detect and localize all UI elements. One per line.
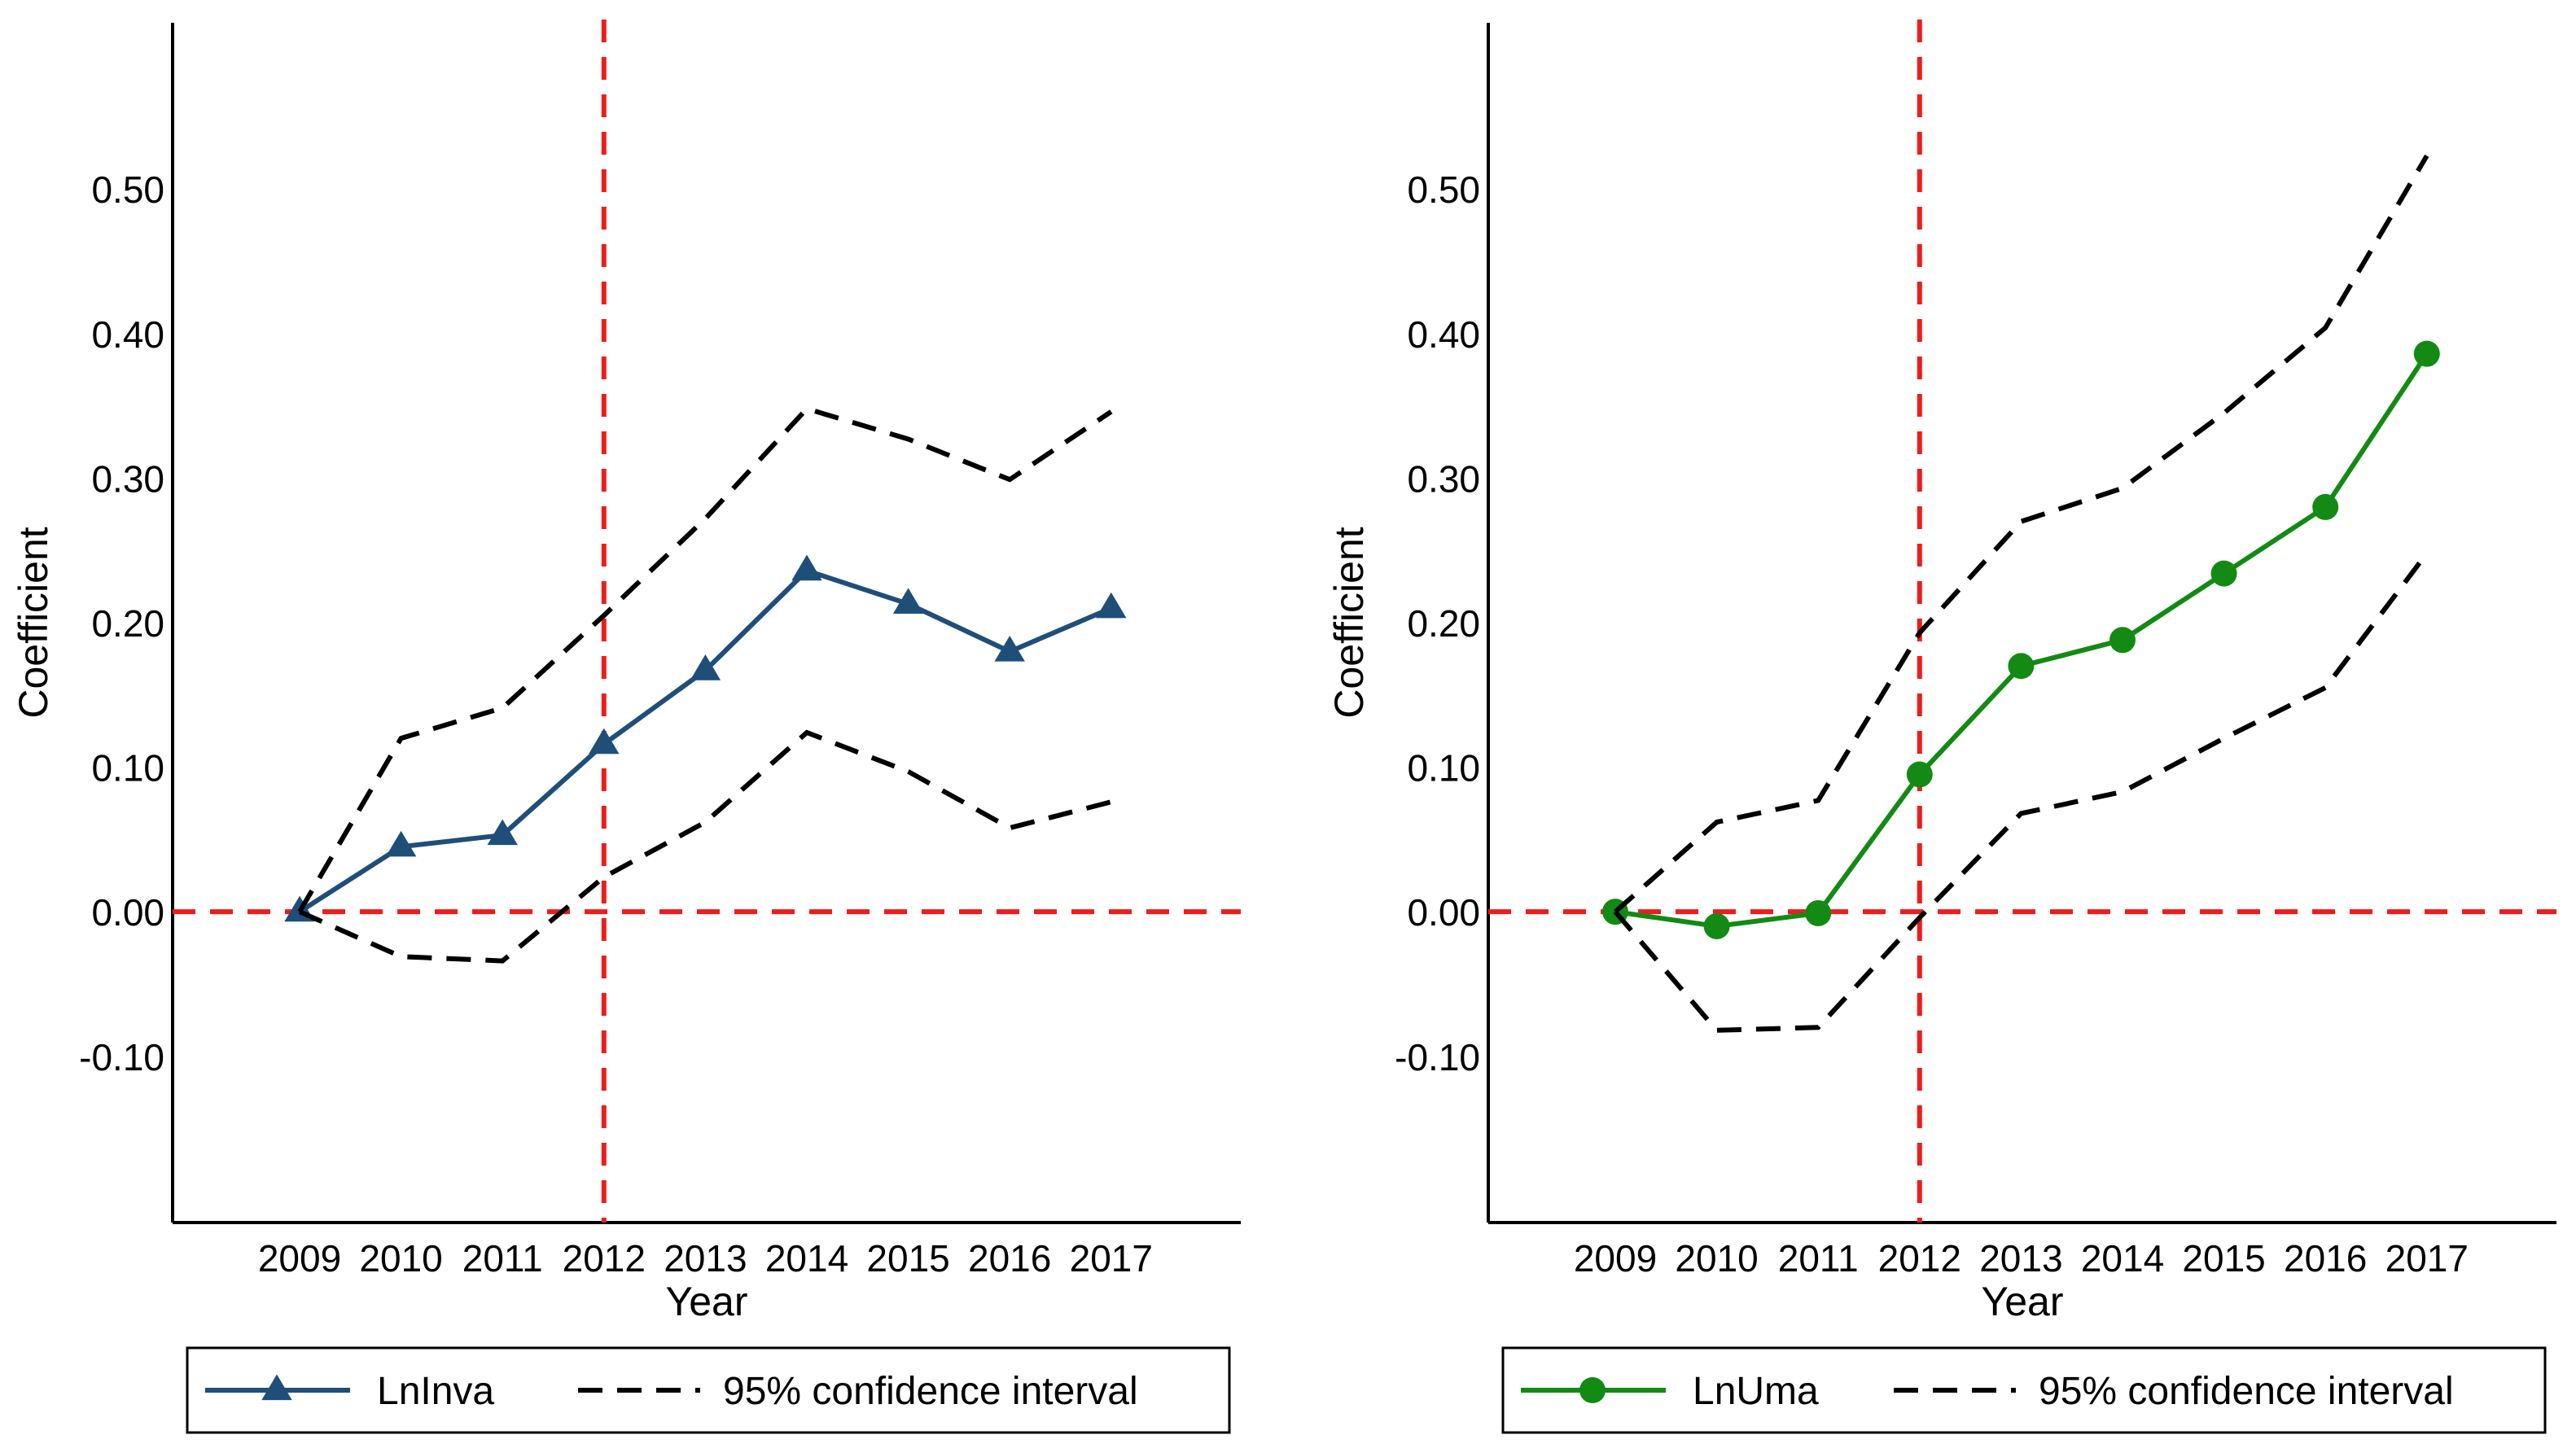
data-point-lninva — [690, 654, 721, 680]
x-tick-label: 2010 — [359, 1237, 442, 1280]
data-point-lnuma — [1703, 912, 1730, 939]
x-tick-label: 2013 — [664, 1237, 747, 1280]
legend-label-estimate: LnInva — [377, 1370, 494, 1413]
legend-label-ci: 95% confidence interval — [2039, 1370, 2454, 1413]
legend: LnUma 95% confidence interval — [1501, 1346, 2547, 1434]
y-tick-label: 0.10 — [1407, 747, 1480, 790]
x-tick-label: 2014 — [2081, 1237, 2164, 1280]
data-point-lnuma — [2008, 653, 2035, 680]
y-tick-label: 0.40 — [1407, 313, 1480, 356]
chart-panel-lninva: -0.10 0.00 0.10 0.20 0.30 0.40 0.50 2009 2010 201… — [11, 20, 1241, 1434]
x-tick-label: 2017 — [1070, 1237, 1153, 1280]
y-tick-label: 0.20 — [91, 602, 164, 645]
y-tick-label: -0.10 — [1395, 1036, 1480, 1078]
y-tick-label: 0.00 — [1407, 891, 1480, 934]
x-tick-label: 2016 — [2284, 1237, 2367, 1280]
y-axis-title: Coefficient — [1326, 527, 1372, 718]
series-line-lnuma — [1614, 352, 2429, 929]
data-point-lninva — [892, 588, 924, 615]
x-tick-label: 2017 — [2385, 1237, 2469, 1280]
legend-marker-circle-icon — [1579, 1377, 1606, 1403]
data-point-lninva — [589, 728, 620, 755]
x-axis-title: Year — [665, 1279, 747, 1324]
y-tick-label: 0.50 — [91, 168, 164, 211]
y-tick-label: 0.40 — [91, 313, 164, 356]
confidence-interval-lower — [1613, 551, 2429, 1033]
legend-label-estimate: LnUma — [1693, 1370, 1819, 1413]
x-tick-label: 2012 — [1878, 1237, 1961, 1280]
x-tick-label: 2009 — [258, 1237, 341, 1280]
x-tick-label: 2011 — [1778, 1237, 1859, 1280]
legend-box — [1501, 1346, 2547, 1434]
y-tick-label: 0.50 — [1407, 168, 1480, 211]
x-tick-label: 2013 — [1979, 1237, 2062, 1280]
confidence-interval-upper — [1614, 154, 2429, 914]
chart-panel-lnuma: -0.10 0.00 0.10 0.20 0.30 0.40 0.50 2009 2010 201… — [1326, 20, 2556, 1434]
y-tick-label: 0.10 — [91, 747, 164, 790]
x-tick-label: 2015 — [866, 1237, 949, 1280]
y-axis-title: Coefficient — [11, 527, 56, 718]
x-tick-label: 2016 — [968, 1237, 1051, 1280]
y-tick-label: 0.20 — [1407, 602, 1480, 645]
x-axis-title: Year — [1981, 1279, 2063, 1324]
data-point-lnuma — [2210, 560, 2237, 587]
data-point-lnuma — [1805, 899, 1832, 926]
data-point-lnuma — [2312, 493, 2339, 520]
confidence-interval-upper — [297, 405, 1113, 913]
y-tick-label: 0.30 — [91, 457, 164, 500]
x-tick-label: 2015 — [2182, 1237, 2265, 1280]
y-tick-label: 0.00 — [91, 891, 164, 934]
data-point-lninva — [994, 635, 1025, 662]
legend: LnInva 95% confidence interval — [186, 1346, 1231, 1434]
legend-marker-triangle-icon — [261, 1374, 292, 1401]
y-tick-label: -0.10 — [79, 1036, 164, 1078]
y-tick-label: 0.30 — [1407, 457, 1480, 500]
legend-label-ci: 95% confidence interval — [723, 1370, 1138, 1413]
data-point-lninva — [791, 554, 822, 581]
x-tick-label: 2009 — [1574, 1237, 1657, 1280]
series-line-lninva — [298, 568, 1112, 914]
data-point-lnuma — [1906, 761, 1933, 788]
x-tick-label: 2012 — [563, 1237, 646, 1280]
x-tick-label: 2011 — [462, 1237, 543, 1280]
legend-box — [186, 1346, 1231, 1434]
x-tick-label: 2010 — [1675, 1237, 1758, 1280]
data-point-lninva — [385, 830, 417, 857]
data-point-lninva — [487, 819, 518, 846]
data-point-lninva — [1096, 592, 1127, 619]
data-point-lnuma — [2413, 340, 2440, 367]
data-point-lnuma — [2109, 627, 2136, 654]
x-tick-label: 2014 — [765, 1237, 848, 1280]
